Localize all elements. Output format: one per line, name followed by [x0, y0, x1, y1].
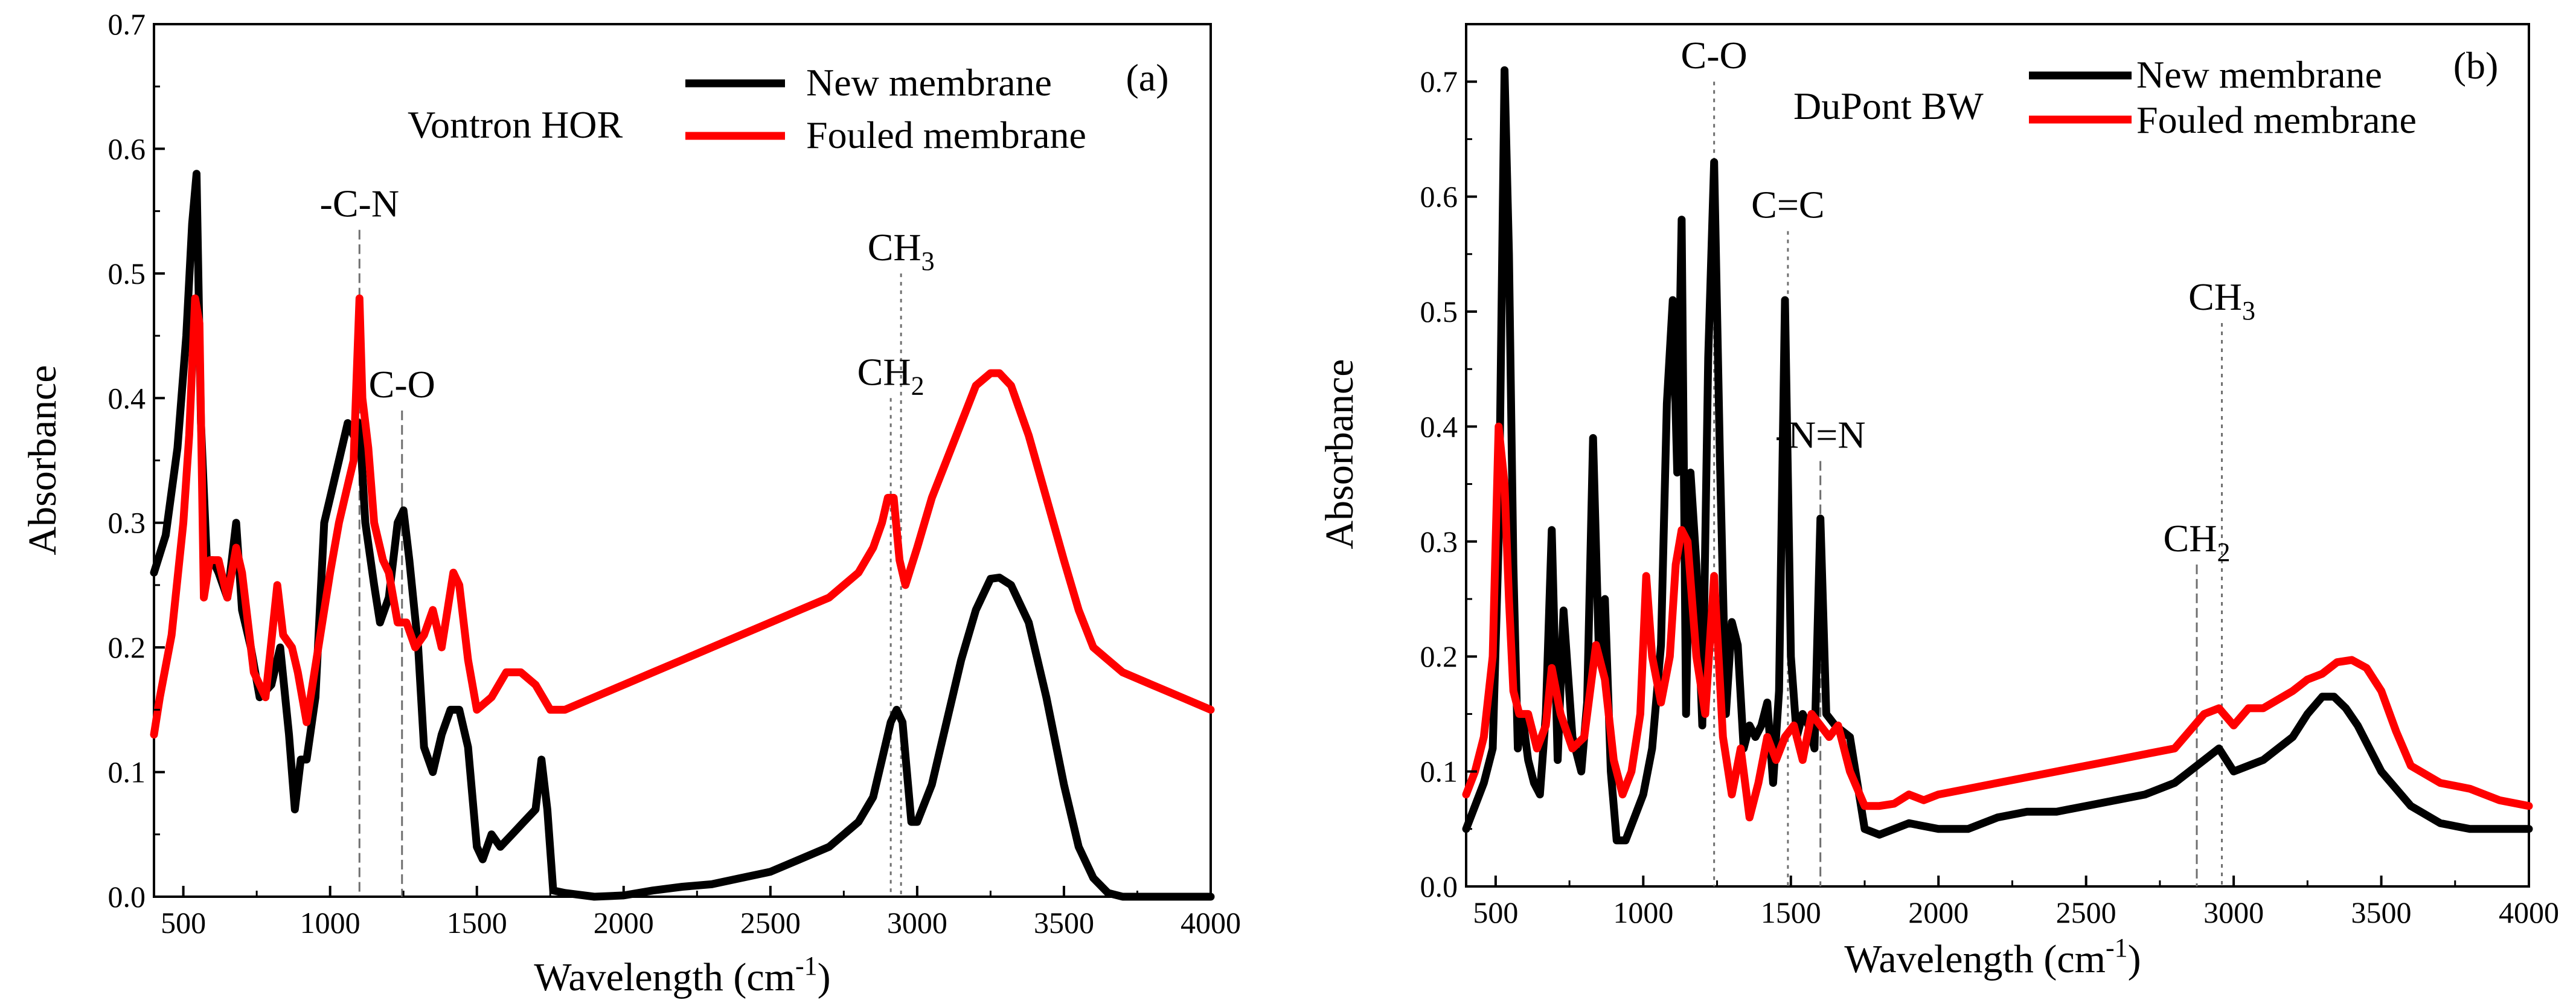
panel-a-x-tick-label: 3500	[1034, 906, 1094, 940]
panel-a-y-tick-label: 0.0	[108, 880, 146, 914]
panel-a-series-fouled-membrane	[150, 294, 1215, 739]
panel-b-x-tick-label: 2000	[1908, 895, 1969, 929]
panel-b-plot-frame	[1465, 23, 2530, 888]
panel-a-y-tick-label: 0.4	[108, 381, 146, 415]
panel-b-annotation-label: CH2	[2164, 517, 2231, 567]
panel-b-y-tick-label: 0.6	[1420, 180, 1458, 214]
panel-b-legend-label-new: New membrane	[2136, 53, 2382, 96]
panel-b-chart: 500 1000 1500 2000 2500 3000 3500 4000 0.0 0.1 0.…	[1318, 23, 2559, 981]
panel-a-y-tick-label: 0.1	[108, 755, 146, 789]
panel-a-x-tick-label: 2000	[594, 906, 654, 940]
panel-a-tag: (a)	[1126, 56, 1168, 99]
panel-b-y-tick-label: 0.1	[1420, 755, 1458, 789]
panel-a-y-tick-label: 0.3	[108, 506, 146, 540]
panel-b-legend-label-fouled: Fouled membrane	[2136, 98, 2417, 141]
panel-b-tag: (b)	[2453, 44, 2499, 87]
panel-b-y-axis-title: Absorbance	[1318, 359, 1362, 549]
panel-a-x-tick-label: 4000	[1181, 906, 1241, 940]
panel-a-y-tick-label: 0.2	[108, 630, 146, 664]
panel-a-annotation-label: CH2	[857, 350, 924, 400]
panel-b-annotation-label: C=C	[1751, 184, 1824, 226]
panel-a-y-axis-title: Absorbance	[21, 365, 65, 555]
panel-b-y-tick-label: 0.4	[1420, 409, 1458, 443]
panel-a-x-tick-label: 2500	[740, 906, 801, 940]
panel-b-x-tick-label: 2500	[2056, 895, 2116, 929]
panel-a-y-tick-label: 0.6	[108, 132, 146, 165]
panel-b-y-tick-label: 0.0	[1420, 870, 1458, 903]
panel-a-legend-label-new: New membrane	[806, 61, 1052, 104]
panel-a-series-new-membrane	[150, 170, 1215, 901]
panel-a-legend-label-fouled: Fouled membrane	[806, 114, 1086, 156]
panel-a-title: Vontron HOR	[408, 103, 623, 146]
panel-b-annotation-label: C-O	[1681, 34, 1748, 77]
panel-b-x-tick-label: 1000	[1613, 895, 1673, 929]
panel-a-x-tick-label: 1500	[447, 906, 507, 940]
panel-a-x-tick-label: 3000	[887, 906, 947, 940]
panel-b-y-tick-label: 0.3	[1420, 525, 1458, 559]
panel-b-x-tick-label: 3000	[2203, 895, 2264, 929]
panel-a-annotation-label: CH3	[868, 226, 935, 276]
panel-b-title: DuPont BW	[1793, 85, 1984, 127]
panel-b-x-tick-label: 500	[1473, 895, 1518, 929]
panel-b-annotation-label: CH3	[2188, 275, 2255, 325]
panel-b-x-tick-label: 1500	[1761, 895, 1821, 929]
panel-a-x-tick-label: 1000	[300, 906, 360, 940]
panel-b-annotation-label: -N=N	[1775, 414, 1866, 457]
panel-b-x-tick-label: 4000	[2499, 895, 2559, 929]
panel-a-y-tick-label: 0.5	[108, 257, 146, 290]
panel-a-x-axis-title: Wavelength (cm-1)	[534, 951, 830, 999]
panel-b-x-tick-label: 3500	[2351, 895, 2412, 929]
panel-b-y-tick-label: 0.7	[1420, 65, 1458, 98]
panel-a-x-tick-label: 500	[161, 906, 206, 940]
panel-a-y-tick-label: 0.7	[108, 7, 146, 41]
panel-b-series-fouled-membrane	[1462, 422, 2533, 822]
panel-a-annotation-label: -C-N	[320, 182, 400, 225]
panel-b-x-axis-title: Wavelength (cm-1)	[1844, 933, 2141, 981]
panel-b-y-tick-label: 0.5	[1420, 295, 1458, 328]
panel-a-chart: 500 1000 1500 2000 2500 3000 3500 4000 0.0 0.1 0.…	[21, 7, 1241, 999]
panel-b-y-tick-label: 0.2	[1420, 639, 1458, 673]
panel-b-series-new-membrane	[1462, 66, 2533, 845]
panel-a-annotation-label: C-O	[369, 363, 435, 406]
